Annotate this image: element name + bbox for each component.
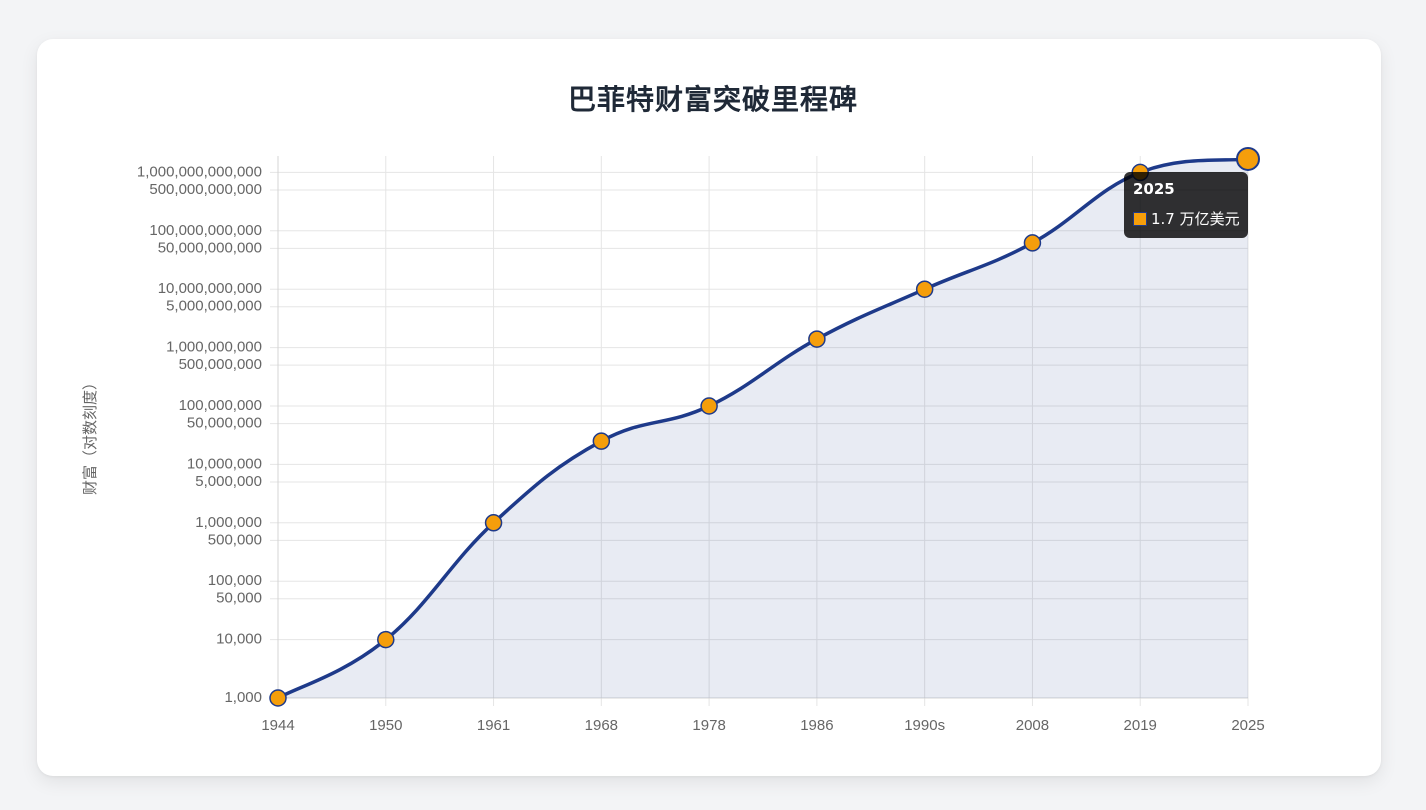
y-tick-label: 50,000,000 bbox=[187, 415, 262, 432]
x-tick-label: 2019 bbox=[1124, 717, 1157, 734]
x-tick-label: 1978 bbox=[692, 717, 725, 734]
y-tick-label: 5,000,000,000 bbox=[166, 298, 262, 315]
y-axis-ticks: 1,00010,00050,000100,000500,0001,000,000… bbox=[137, 163, 262, 706]
x-tick-label: 1961 bbox=[477, 717, 510, 734]
y-tick-label: 10,000,000,000 bbox=[158, 280, 262, 297]
y-tick-label: 1,000 bbox=[224, 689, 262, 706]
y-tick-label: 50,000,000,000 bbox=[158, 239, 262, 256]
chart-title: 巴菲特财富突破里程碑 bbox=[567, 83, 858, 116]
data-points[interactable] bbox=[269, 146, 1260, 707]
y-tick-label: 5,000,000 bbox=[195, 473, 262, 490]
y-tick-label: 500,000,000,000 bbox=[149, 181, 262, 198]
y-tick-label: 100,000 bbox=[208, 572, 262, 589]
y-tick-label: 10,000,000 bbox=[187, 455, 262, 472]
y-tick-label: 1,000,000,000 bbox=[166, 339, 262, 356]
x-tick-label: 1990s bbox=[904, 717, 945, 734]
y-tick-label: 50,000 bbox=[216, 590, 262, 607]
data-point[interactable] bbox=[700, 397, 718, 415]
y-tick-label: 500,000,000 bbox=[179, 356, 262, 373]
data-point[interactable] bbox=[592, 432, 611, 450]
data-point[interactable] bbox=[808, 330, 826, 348]
data-point[interactable] bbox=[1023, 234, 1042, 252]
x-axis-ticks: 1944 1950 1961 1968 1978 1986 1990s 2008 2019 202… bbox=[261, 717, 1264, 734]
data-point[interactable] bbox=[269, 689, 287, 707]
y-tick-label: 100,000,000 bbox=[179, 397, 262, 414]
area-fill bbox=[278, 158, 1248, 699]
tooltip-title: 2025 bbox=[1133, 180, 1175, 198]
data-point[interactable] bbox=[915, 280, 934, 298]
y-tick-label: 1,000,000 bbox=[195, 514, 262, 531]
x-tick-label: 1950 bbox=[369, 717, 402, 734]
x-tick-label: 1944 bbox=[261, 717, 294, 734]
y-tick-label: 100,000,000,000 bbox=[149, 222, 262, 239]
y-tick-label: 500,000 bbox=[208, 531, 262, 548]
tooltip: 2025 1.7 万亿美元 bbox=[1124, 172, 1248, 238]
data-point[interactable] bbox=[484, 514, 503, 532]
x-tick-label: 1986 bbox=[800, 717, 833, 734]
legend-swatch-icon bbox=[1133, 211, 1147, 226]
x-tick-label: 2008 bbox=[1016, 717, 1049, 734]
wealth-line bbox=[277, 157, 1249, 700]
y-tick-label: 10,000 bbox=[216, 631, 262, 648]
y-axis-label: 财富（对数刻度） bbox=[81, 375, 99, 495]
tooltip-value: 1.7 万亿美元 bbox=[1151, 210, 1240, 228]
data-point[interactable] bbox=[377, 630, 395, 649]
grid-lines bbox=[270, 156, 1249, 706]
data-point[interactable] bbox=[1236, 146, 1260, 171]
x-tick-label: 1968 bbox=[585, 717, 618, 734]
tooltip-row: 1.7 万亿美元 bbox=[1133, 208, 1240, 229]
y-tick-label: 1,000,000,000,000 bbox=[137, 163, 262, 180]
x-tick-label: 2025 bbox=[1231, 717, 1264, 734]
